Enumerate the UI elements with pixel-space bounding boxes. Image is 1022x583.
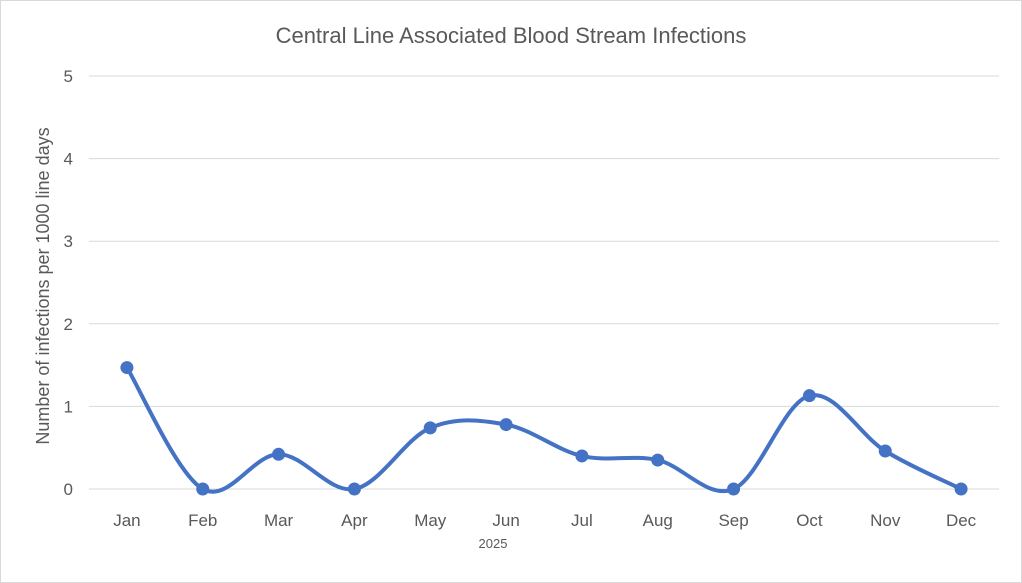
x-tick-label: Jul (571, 511, 593, 530)
y-axis-title: Number of infections per 1000 line days (33, 127, 53, 444)
chart-title: Central Line Associated Blood Stream Inf… (276, 23, 747, 48)
data-point-jun (499, 418, 513, 432)
data-point-may (423, 421, 437, 435)
x-tick-label: Mar (264, 511, 294, 530)
x-axis-group-label: 2025 (479, 536, 508, 551)
y-tick-label: 0 (64, 480, 73, 499)
gridlines (89, 75, 999, 490)
series-line (124, 365, 964, 494)
x-tick-label: Dec (946, 511, 977, 530)
data-point-mar (272, 447, 286, 461)
data-point-oct (802, 389, 816, 403)
y-axis-ticks: 0 1 2 3 4 5 (64, 67, 73, 499)
data-point-feb (196, 482, 210, 496)
y-tick-label: 4 (64, 150, 73, 169)
data-point-aug (651, 453, 665, 467)
y-tick-label: 5 (64, 67, 73, 86)
data-point-nov (878, 444, 892, 458)
data-point-jul (575, 449, 589, 463)
x-tick-label: Apr (341, 511, 368, 530)
x-tick-label: Sep (718, 511, 748, 530)
x-tick-label: Jan (113, 511, 140, 530)
y-tick-label: 3 (64, 232, 73, 251)
data-point-apr (347, 482, 361, 496)
data-point-dec (954, 482, 968, 496)
y-tick-label: 1 (64, 397, 73, 416)
x-tick-label: Nov (870, 511, 901, 530)
x-axis-ticks: Jan Feb Mar Apr May Jun Jul Aug Sep Oct Nov Dec (113, 511, 976, 530)
x-tick-label: Aug (643, 511, 673, 530)
x-tick-label: May (414, 511, 447, 530)
x-tick-label: Oct (796, 511, 823, 530)
series-layer (120, 361, 968, 496)
y-tick-label: 2 (64, 315, 73, 334)
data-point-jan (120, 361, 134, 375)
x-tick-label: Feb (188, 511, 217, 530)
x-tick-label: Jun (492, 511, 519, 530)
data-point-sep (727, 482, 741, 496)
